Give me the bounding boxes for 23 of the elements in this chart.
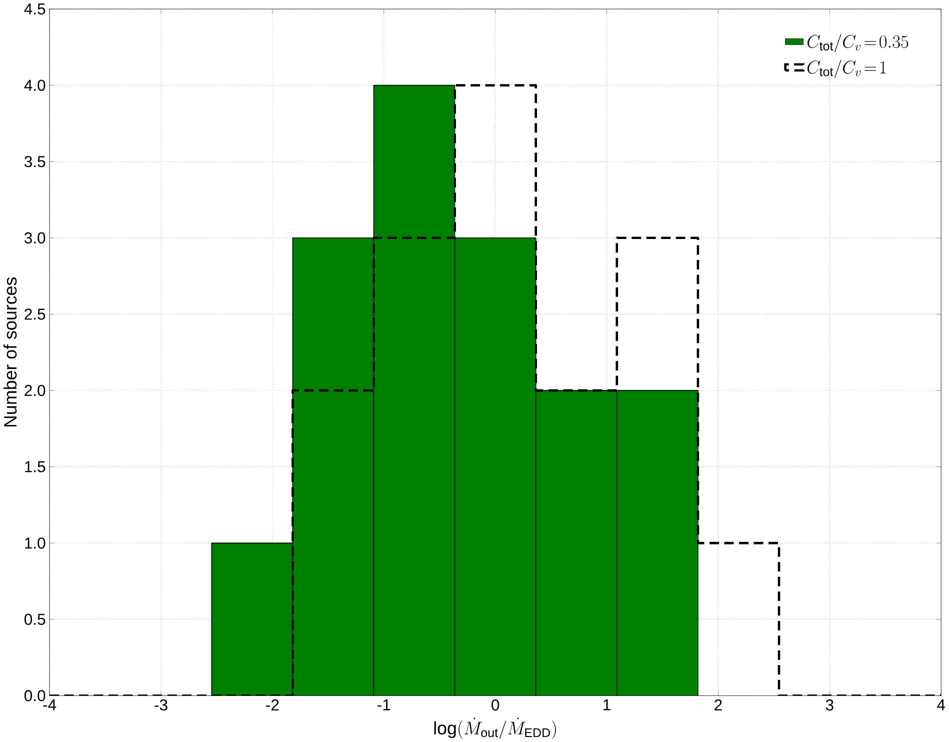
y-tick-label: 1.5 <box>25 461 46 472</box>
y-tick-label: 3.5 <box>24 156 46 168</box>
x-axis-title: $\log(\dot{M}_{\rm out}/\dot{M}_{\rm EDD})$ <box>434 718 556 739</box>
x-tick-label: 4 <box>937 699 946 710</box>
y-tick-label: 2.5 <box>24 308 46 320</box>
y-tick-label: 1.0 <box>25 537 46 548</box>
y-tick-label: 4.0 <box>24 80 46 91</box>
x-tick-label: 3 <box>826 699 834 710</box>
x-tick-label: -4 <box>43 699 56 710</box>
y-tick-label: 4.5 <box>24 3 46 14</box>
x-tick-label: 0 <box>492 699 500 710</box>
legend-label: $C_{\rm tot}/C_{v}\!=\!0.35$ <box>807 34 908 52</box>
y-tick-label: 0.0 <box>24 690 46 702</box>
x-tick-label: -1 <box>378 699 390 710</box>
x-tick-label: 2 <box>714 699 722 710</box>
y-tick-label: 3.0 <box>24 232 46 244</box>
x-tick-label: 1 <box>604 699 610 710</box>
x-tick-label: -3 <box>154 699 168 710</box>
x-tick-label: -2 <box>266 699 279 710</box>
y-tick-label: 2.0 <box>24 384 46 396</box>
y-axis-title: Number of sources <box>4 277 17 426</box>
legend-label: $C_{\rm tot}/C_{v}\!=\!1$ <box>807 60 886 78</box>
y-tick-label: 0.5 <box>24 614 46 625</box>
